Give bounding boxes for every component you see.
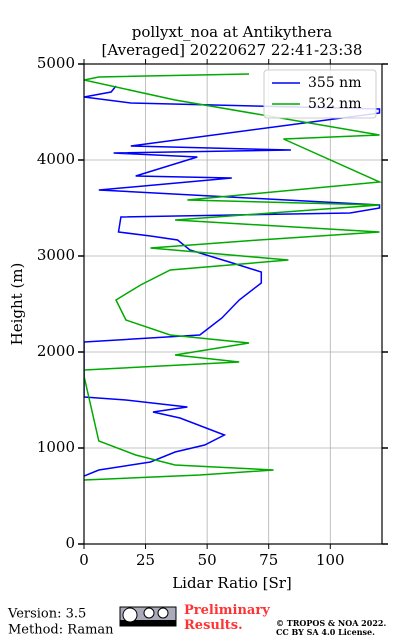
legend-label: 532 nm	[308, 96, 361, 112]
chart-subtitle: [Averaged] 20220627 22:41-23:38	[102, 41, 363, 59]
profile-line	[84, 73, 382, 481]
plot-frame	[83, 63, 383, 545]
y-tick-label: 3000	[37, 246, 75, 264]
profile-line	[84, 85, 381, 477]
version: Version: 3.5	[7, 607, 86, 622]
y-tick-label: 1000	[37, 438, 75, 456]
y-tick-label: 0	[65, 534, 75, 552]
x-tick-label: 0	[79, 551, 89, 569]
plot-area	[84, 73, 382, 481]
x-tick-label: 25	[136, 551, 155, 569]
x-tick-label: 50	[198, 551, 217, 569]
x-tick-label: 100	[316, 551, 345, 569]
x-tick-label: 75	[259, 551, 278, 569]
chart-title: pollyxt_noa at Antikythera	[132, 23, 332, 41]
legend-box	[263, 69, 377, 119]
legend-label: 355 nm	[308, 75, 361, 91]
y-axis-label: Height (m)	[8, 263, 26, 346]
x-axis-label: Lidar Ratio [Sr]	[172, 574, 292, 592]
cc-icon	[119, 606, 177, 627]
y-tick-label: 4000	[37, 150, 75, 168]
status: Preliminary Results.	[184, 603, 274, 633]
method: Method: Raman	[8, 623, 114, 638]
license: CC BY SA 4.0 License.	[276, 627, 375, 637]
copyright: © TROPOS & NOA 2022.	[276, 618, 386, 628]
y-tick-label: 2000	[37, 342, 75, 360]
y-tick-label: 5000	[37, 54, 75, 72]
